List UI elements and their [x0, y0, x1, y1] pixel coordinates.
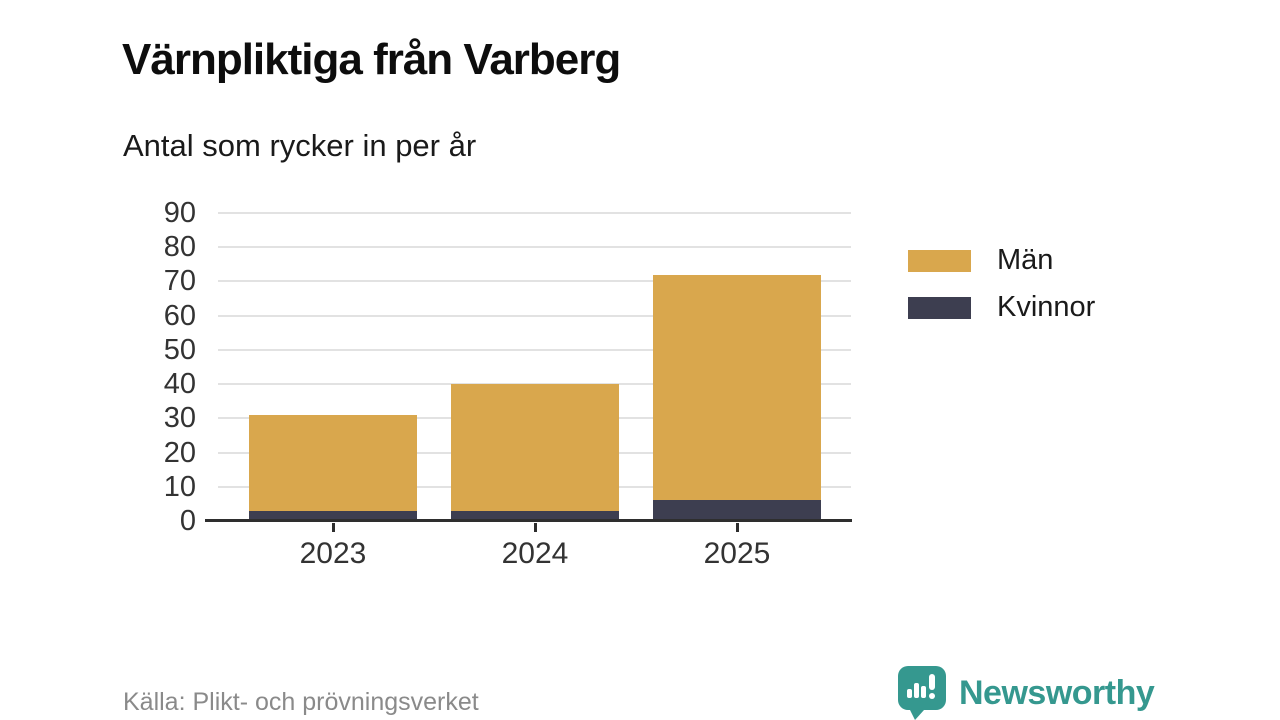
y-axis-tick-label: 30: [163, 402, 196, 435]
x-axis-tick: [736, 523, 739, 532]
plot-area: 0 10 20 30 40 50 60 70 80 90 2023 2024 2025: [164, 197, 852, 570]
legend-label: Kvinnor: [997, 291, 1096, 323]
y-axis-tick-label: 10: [163, 470, 196, 503]
x-axis-tick-label: 2025: [703, 537, 771, 570]
brand-logo: Newsworthy: [897, 665, 1155, 720]
gridline: [218, 348, 851, 351]
gridline: [218, 212, 851, 214]
y-axis-tick-label: 80: [163, 231, 196, 264]
y-axis-tick-label: 20: [163, 436, 196, 469]
legend-label: Män: [997, 244, 1054, 276]
newsworthy-icon: [898, 666, 946, 720]
x-axis-tick: [534, 523, 537, 532]
y-axis-tick-label: 0: [179, 505, 196, 537]
bar-segment-kvinnor-2025: [653, 500, 821, 521]
bar-2024: [451, 384, 619, 521]
bar-segment-kvinnor-2023: [249, 510, 417, 521]
x-axis-tick: [332, 523, 335, 532]
gridline: [218, 280, 851, 283]
y-axis-tick-label: 70: [163, 265, 196, 298]
y-axis-tick-label: 90: [163, 197, 196, 229]
legend-item-män: Män: [908, 244, 1095, 277]
legend-swatch: [908, 249, 971, 272]
x-axis-tick-label: 2023: [299, 537, 367, 570]
y-axis-tick-label: 50: [163, 333, 196, 366]
legend-swatch: [908, 296, 971, 319]
bar-2023: [249, 414, 417, 521]
bar-2025: [653, 274, 821, 521]
bar-segment-kvinnor-2024: [451, 510, 619, 521]
y-axis-tick-label: 60: [163, 299, 196, 332]
bar-segment-män-2023: [249, 414, 417, 511]
source-note: Källa: Plikt- och prövningsverket: [123, 688, 479, 716]
gridline: [218, 314, 851, 317]
brand-name: Newsworthy: [959, 674, 1155, 712]
legend-item-kvinnor: Kvinnor: [908, 291, 1095, 324]
x-axis-line: [205, 519, 852, 522]
page-title: Värnpliktiga från Varberg: [122, 35, 621, 85]
bar-segment-män-2025: [653, 274, 821, 501]
x-axis-tick-label: 2024: [501, 537, 569, 570]
gridline: [218, 246, 851, 249]
legend: Män Kvinnor: [908, 244, 1095, 324]
bar-segment-män-2024: [451, 384, 619, 511]
chart-subtitle: Antal som rycker in per år: [123, 128, 477, 163]
y-axis-tick-label: 40: [163, 368, 196, 401]
